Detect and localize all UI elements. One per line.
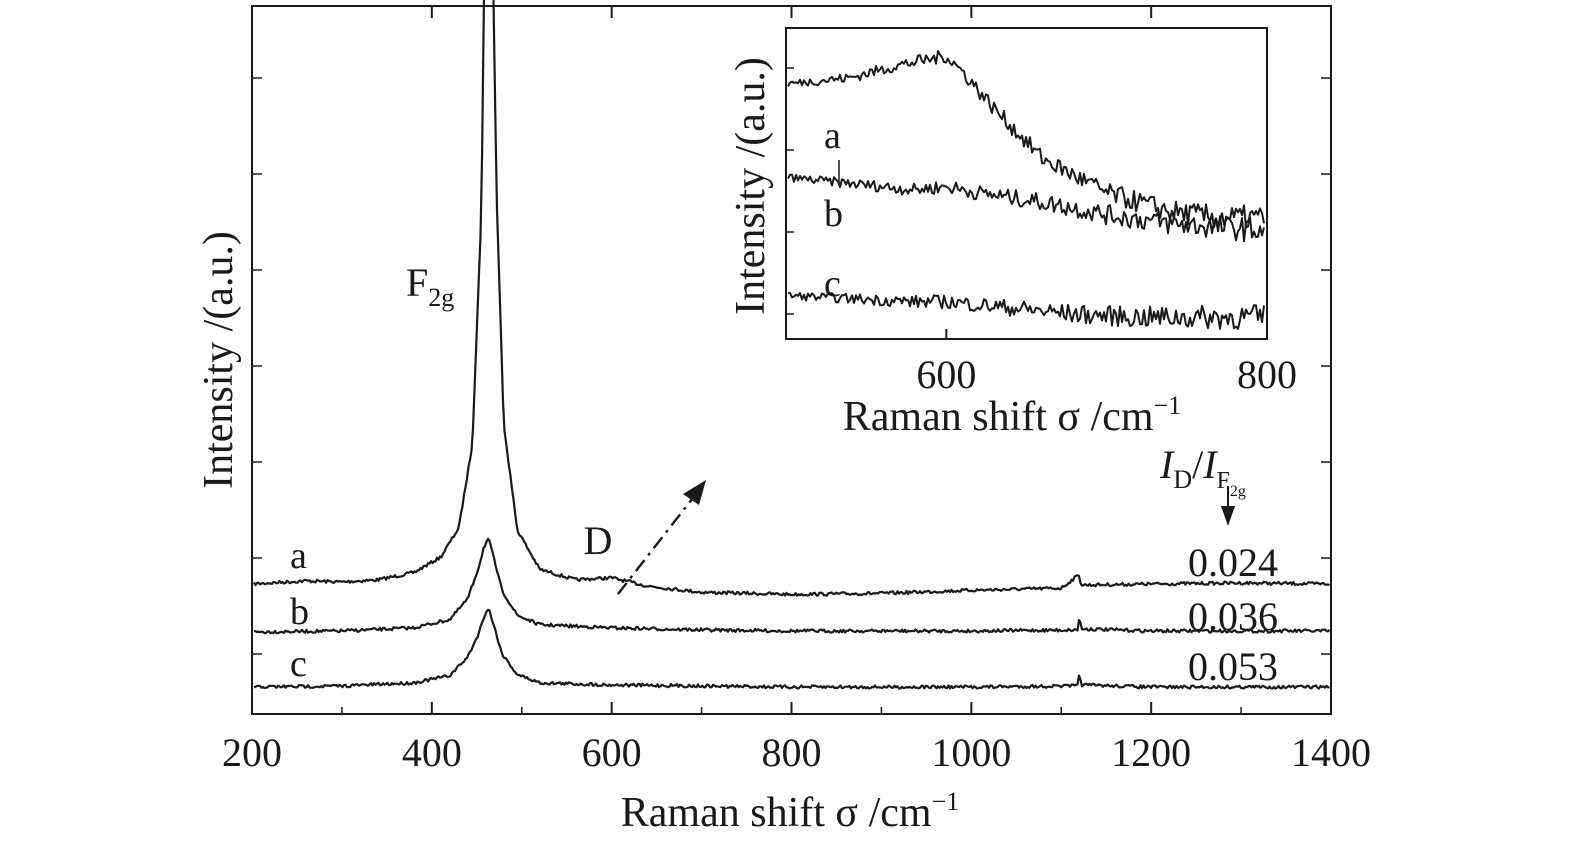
- ratio-header-num: I: [1159, 442, 1175, 487]
- inset-pointer-arrowhead: [683, 480, 706, 505]
- inset-series-line-c: [787, 291, 1265, 330]
- ratio-header-den-subsub: 2g: [1230, 483, 1246, 500]
- inset-x-tick-label-800: 800: [1237, 352, 1297, 397]
- ratio-arrow-head: [1221, 506, 1235, 526]
- curve-label-b: b: [290, 591, 309, 633]
- peak-label-d: D: [584, 518, 613, 563]
- inset-x-axis-unit-exp: −1: [1154, 391, 1182, 420]
- inset-curve-label-a: a: [824, 115, 841, 157]
- inset-x-axis-title-text: Raman shift: [843, 394, 1047, 440]
- inset-y-axis-title: Intensity /(a.u.): [728, 57, 774, 315]
- y-axis-title: Intensity /(a.u.): [196, 231, 242, 489]
- x-axis-unit: σ /cm: [825, 790, 932, 836]
- x-tick-label-1400: 1400: [1291, 730, 1371, 775]
- ratio-label-b: 0.036: [1188, 594, 1278, 639]
- ratio-header-den-sub: F: [1217, 468, 1230, 494]
- inset-series-line-b: [787, 173, 1265, 243]
- x-axis-title-text: Raman shift: [621, 790, 825, 836]
- curve-label-a: a: [290, 535, 307, 577]
- x-tick-label-400: 400: [402, 730, 462, 775]
- inset-pointer-arrow: [617, 493, 697, 595]
- peak-label-f2g-main: F: [406, 260, 428, 305]
- inset-x-tick-label-600: 600: [916, 352, 976, 397]
- inset-series-line-a: [787, 50, 1265, 229]
- inset-curve-label-c: c: [824, 263, 841, 305]
- peak-label-f2g-sub: 2g: [428, 283, 454, 312]
- ratio-label-c: 0.053: [1188, 644, 1278, 689]
- x-tick-label-200: 200: [222, 730, 282, 775]
- inset-x-axis-unit: σ /cm: [1047, 394, 1154, 440]
- inset-plot-frame: [785, 27, 1268, 340]
- ratio-header-num-sub: D: [1173, 465, 1192, 494]
- x-tick-label-1000: 1000: [931, 730, 1011, 775]
- ratio-label-a: 0.024: [1188, 540, 1278, 585]
- x-tick-label-600: 600: [582, 730, 642, 775]
- curve-label-c: c: [290, 643, 307, 685]
- ratio-header-den: I: [1202, 442, 1218, 487]
- series-line-c: [253, 608, 1330, 690]
- x-axis-title: Raman shift σ /cm−1: [621, 787, 959, 836]
- ratio-header: ID/IF2g: [1159, 442, 1246, 500]
- inset-curve-label-b: b: [824, 193, 843, 235]
- series-line-a: [253, 0, 1330, 597]
- x-tick-label-800: 800: [762, 730, 822, 775]
- x-axis-unit-exp: −1: [932, 787, 960, 816]
- x-tick-label-1200: 1200: [1111, 730, 1191, 775]
- ratio-header-slash: /: [1192, 442, 1204, 487]
- series-line-b: [253, 537, 1331, 635]
- peak-label-f2g: F2g: [406, 260, 454, 312]
- inset-x-axis-title: Raman shift σ /cm−1: [843, 391, 1181, 440]
